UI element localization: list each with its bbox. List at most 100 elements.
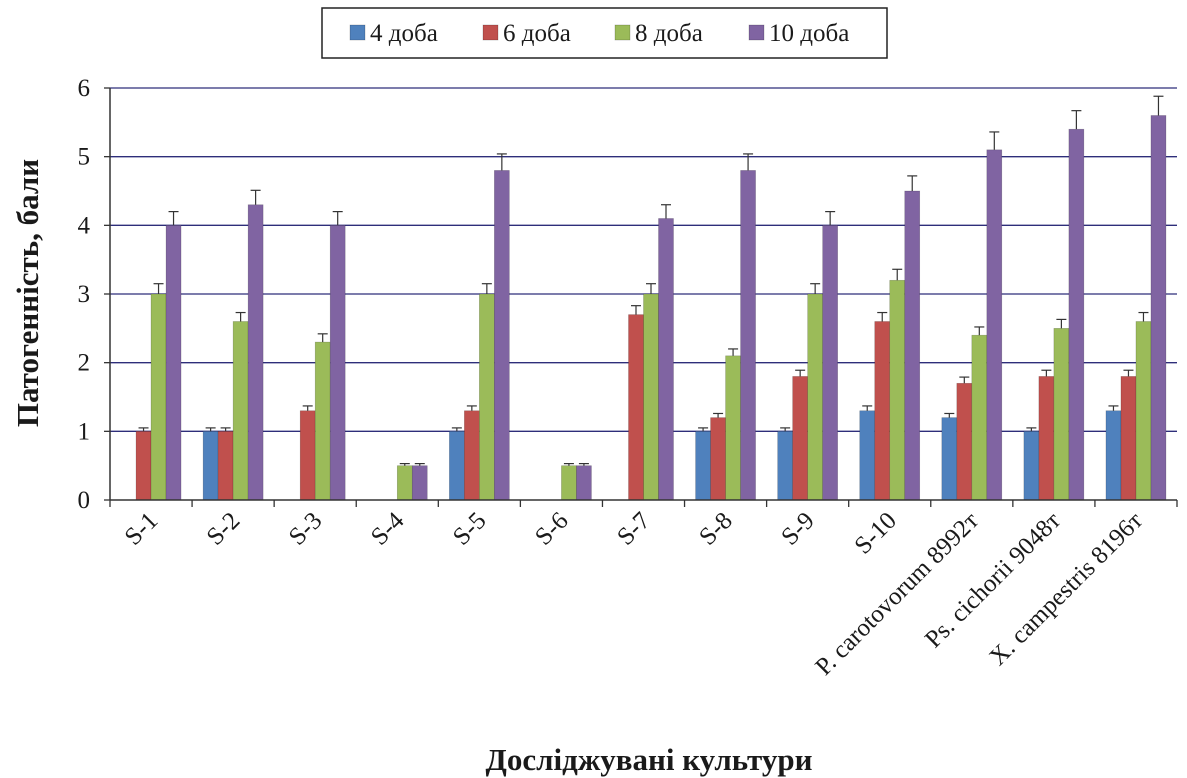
bar-10-доба-s-8: [740, 170, 756, 501]
legend: 4 доба 6 доба 8 доба 10 доба: [321, 7, 888, 59]
bar-8-доба-x-campestris-8196т: [1135, 321, 1152, 501]
error-bar-8-доба-s-10: [892, 268, 903, 281]
error-bar-4-доба-s-9: [780, 427, 791, 432]
error-bar-6-доба-s-9: [795, 369, 806, 377]
error-bar-4-доба-s-10: [862, 405, 873, 411]
error-bar-8-доба-s-7: [646, 283, 656, 294]
error-bar-8-доба-s-3: [317, 333, 328, 343]
y-tick-label: 4: [78, 212, 91, 239]
bar-8-доба-s-4: [396, 465, 413, 501]
legend-item-10-доба: 10 доба: [748, 20, 849, 47]
x-tick-label: S-1: [120, 507, 164, 551]
bar-6-доба-s-1: [135, 431, 152, 501]
error-bar-10-доба-s-2: [250, 189, 261, 205]
error-bar-8-доба-p-carotovorum-8992т: [974, 326, 985, 336]
bar-10-доба-s-3: [329, 225, 346, 501]
error-bar-10-доба-s-1: [168, 211, 179, 226]
bar-4-доба-ps-cichorii-9048т: [1023, 431, 1040, 501]
error-bar-6-доба-x-campestris-8196т: [1123, 369, 1134, 377]
bar-8-доба-s-3: [314, 341, 331, 501]
error-bar-6-доба-s-3: [302, 405, 313, 411]
error-bar-6-доба-p-carotovorum-8992т: [959, 376, 970, 384]
error-bar-8-доба-s-9: [810, 283, 821, 294]
legend-label: 10 доба: [769, 20, 849, 47]
bar-6-доба-s-8: [710, 417, 726, 501]
bar-10-доба-s-1: [165, 225, 182, 501]
error-bar-8-доба-s-6: [563, 463, 574, 466]
error-bar-6-доба-s-8: [713, 412, 724, 418]
bar-6-доба-ps-cichorii-9048т: [1038, 376, 1055, 501]
x-tick-label: S-5: [448, 507, 492, 551]
bar-10-доба-s-7: [658, 218, 674, 501]
error-bar-6-доба-ps-cichorii-9048т: [1041, 369, 1052, 377]
bar-10-доба-s-10: [904, 190, 921, 501]
error-bar-10-доба-s-6: [578, 463, 589, 466]
legend-item-8-доба: 8 доба: [614, 20, 703, 47]
bar-10-доба-x-campestris-8196т: [1150, 115, 1167, 501]
error-bar-10-доба-s-8: [743, 153, 754, 171]
x-tick-label: S-4: [366, 507, 410, 551]
error-bar-10-доба-s-3: [332, 211, 343, 226]
error-bar-8-доба-s-8: [728, 348, 739, 356]
bar-4-доба-s-10: [859, 410, 876, 501]
error-bar-4-доба-x-campestris-8196т: [1108, 405, 1119, 411]
error-bar-10-доба-s-9: [825, 211, 836, 226]
error-bar-8-доба-s-1: [153, 283, 164, 294]
error-bar-10-доба-s-7: [661, 204, 671, 219]
legend-label: 8 доба: [635, 20, 703, 47]
bar-6-доба-x-campestris-8196т: [1120, 376, 1137, 501]
error-bars: [138, 95, 1164, 466]
bar-6-доба-s-9: [792, 376, 808, 501]
error-bar-8-доба-s-4: [399, 463, 410, 466]
bar-8-доба-p-carotovorum-8992т: [971, 334, 988, 501]
bar-8-доба-s-8: [725, 355, 741, 501]
error-bar-4-доба-s-8: [698, 427, 709, 432]
bar-series: [135, 115, 1167, 501]
error-bar-8-доба-x-campestris-8196т: [1138, 311, 1149, 322]
bar-10-доба-s-5: [494, 170, 510, 501]
bar-6-доба-s-7: [628, 314, 644, 501]
y-tick-label: 0: [78, 487, 91, 514]
error-bar-4-доба-p-carotovorum-8992т: [944, 412, 955, 418]
error-bar-6-доба-s-2: [220, 427, 231, 432]
legend-label: 4 доба: [370, 20, 438, 47]
error-bar-10-доба-s-10: [907, 175, 918, 191]
error-bar-10-доба-p-carotovorum-8992т: [989, 131, 1000, 150]
error-bar-4-доба-s-2: [205, 427, 216, 432]
y-tick-label: 3: [78, 281, 91, 308]
error-bar-4-доба-ps-cichorii-9048т: [1026, 427, 1037, 432]
y-tick-label: 2: [78, 350, 91, 377]
error-bar-8-доба-s-2: [235, 311, 246, 322]
bar-4-доба-x-campestris-8196т: [1105, 410, 1122, 501]
error-bar-6-доба-s-7: [631, 305, 641, 315]
bar-8-доба-s-7: [643, 293, 659, 501]
y-tick-label: 6: [78, 75, 91, 102]
x-tick-label: P. carotovorum 8992т: [810, 507, 984, 681]
legend-frame: [321, 7, 888, 59]
bar-4-доба-s-2: [202, 431, 219, 501]
bar-8-доба-s-1: [150, 293, 167, 501]
x-tick-labels: S-1 S-2 S-3 S-4 S-5 S-6 S-7 S-8 S-9 S-10P. caroto…: [120, 507, 1149, 681]
bar-6-доба-s-5: [464, 410, 480, 501]
legend-item-6-доба: 6 доба: [482, 20, 571, 47]
y-tick-label: 1: [78, 418, 91, 445]
bar-4-доба-s-9: [777, 431, 793, 501]
x-tick-label: S-6: [530, 507, 574, 551]
x-tick-label: S-3: [284, 507, 328, 551]
legend-swatch: [349, 24, 366, 41]
bar-8-доба-s-9: [807, 293, 823, 501]
x-tick-label: S-10: [849, 507, 901, 559]
error-bar-4-доба-s-5: [451, 427, 462, 432]
error-bar-10-доба-s-5: [496, 153, 507, 171]
x-tick-label: S-2: [202, 507, 246, 551]
bar-4-доба-p-carotovorum-8992т: [941, 417, 958, 501]
bar-8-доба-s-2: [232, 321, 249, 501]
error-bar-10-доба-x-campestris-8196т: [1153, 95, 1164, 116]
error-bar-6-доба-s-10: [877, 311, 888, 322]
error-bar-6-доба-s-1: [138, 427, 149, 432]
y-tick-label: 5: [78, 144, 91, 171]
bar-4-доба-s-8: [695, 431, 711, 501]
x-tick-label: S-8: [694, 507, 738, 551]
legend-label: 6 доба: [503, 20, 571, 47]
bar-8-доба-s-5: [479, 293, 495, 501]
